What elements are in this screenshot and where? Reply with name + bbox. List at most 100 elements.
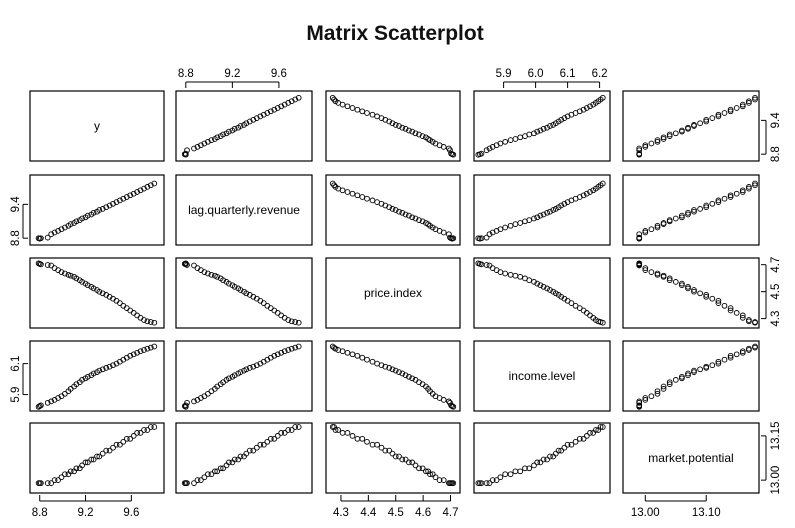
data-point (739, 348, 746, 355)
data-point (721, 356, 728, 363)
panel-frame (622, 174, 760, 246)
data-point (534, 280, 541, 287)
data-point (544, 124, 550, 131)
data-point (246, 118, 253, 125)
data-point (685, 372, 691, 379)
tick-label: 13.00 (631, 507, 660, 519)
data-point (84, 459, 91, 466)
data-point (446, 145, 452, 152)
data-point (237, 369, 244, 375)
data-point (281, 101, 288, 108)
panel-frame (175, 90, 313, 162)
data-point (285, 347, 292, 353)
data-point (486, 262, 493, 269)
data-point (685, 211, 691, 218)
data-point (344, 430, 351, 436)
data-point (697, 206, 703, 212)
data-point (547, 123, 553, 129)
data-point (572, 438, 579, 445)
data-point (517, 468, 524, 475)
data-point (587, 103, 593, 110)
data-point (226, 459, 232, 466)
panel-frame (473, 174, 611, 246)
top-axis-1: 8.8 9.2 9.6 (178, 68, 287, 88)
data-point (412, 462, 419, 469)
data-point (250, 116, 257, 123)
data-point (392, 207, 399, 213)
data-point (517, 220, 524, 226)
data-point (733, 351, 740, 358)
data-point (423, 134, 429, 141)
data-point (88, 456, 95, 463)
data-point (48, 480, 55, 486)
data-point (715, 111, 722, 118)
data-point (184, 262, 190, 268)
data-point (477, 480, 483, 486)
data-point (106, 202, 113, 209)
data-point (144, 345, 151, 352)
data-point (697, 290, 703, 297)
data-point (531, 462, 537, 469)
data-point (583, 433, 590, 439)
panel-frame (473, 422, 611, 494)
data-point (636, 234, 643, 241)
data-point (531, 130, 537, 137)
data-point (274, 105, 281, 111)
data-point (599, 424, 606, 430)
panel-1-1: lag.quarterly.revenue (175, 174, 313, 246)
data-point (709, 295, 716, 302)
data-point (205, 471, 211, 478)
data-point (250, 447, 257, 454)
right-axis-4: 13.00 13.15 (761, 421, 782, 495)
top-axis-3: 5.9 6.0 6.1 6.2 (496, 68, 608, 88)
data-point (103, 204, 110, 211)
data-point (419, 133, 426, 139)
data-point (38, 480, 44, 486)
data-point (547, 453, 553, 460)
data-point (746, 185, 752, 192)
panel-frame (175, 257, 313, 329)
tick-label: 13.00 (770, 466, 782, 495)
panel-frame (473, 340, 611, 412)
data-point (399, 370, 406, 377)
data-point (580, 192, 587, 199)
data-point (201, 140, 208, 147)
data-point (288, 427, 295, 433)
data-point (378, 444, 385, 451)
data-point (134, 349, 140, 356)
data-point (141, 185, 147, 192)
data-point (364, 195, 370, 202)
data-point (497, 226, 504, 233)
data-point (654, 137, 661, 143)
data-point (483, 234, 490, 241)
data-point (191, 398, 197, 405)
data-point (746, 318, 752, 325)
data-point (389, 366, 396, 373)
data-point (648, 269, 655, 275)
data-point (685, 124, 691, 131)
data-point (660, 134, 667, 141)
data-point (654, 222, 661, 229)
data-point (264, 110, 271, 116)
data-point (339, 430, 346, 436)
data-point (526, 277, 533, 284)
variable-label: income.level (509, 369, 576, 383)
data-point (402, 125, 409, 132)
data-point (106, 363, 113, 370)
data-point (267, 108, 274, 115)
data-point (599, 94, 606, 101)
data-point (226, 375, 232, 382)
data-point (205, 138, 211, 145)
data-point (331, 96, 337, 103)
data-point (746, 345, 752, 352)
data-point (250, 363, 257, 370)
tick-label: 4.7 (770, 257, 782, 273)
data-point (344, 103, 351, 110)
data-point (666, 217, 673, 223)
tick-label: 13.15 (770, 421, 782, 450)
data-point (550, 207, 557, 213)
panel-4-0 (29, 422, 165, 494)
data-point (208, 137, 215, 143)
data-point (544, 456, 550, 463)
data-point (271, 352, 278, 359)
